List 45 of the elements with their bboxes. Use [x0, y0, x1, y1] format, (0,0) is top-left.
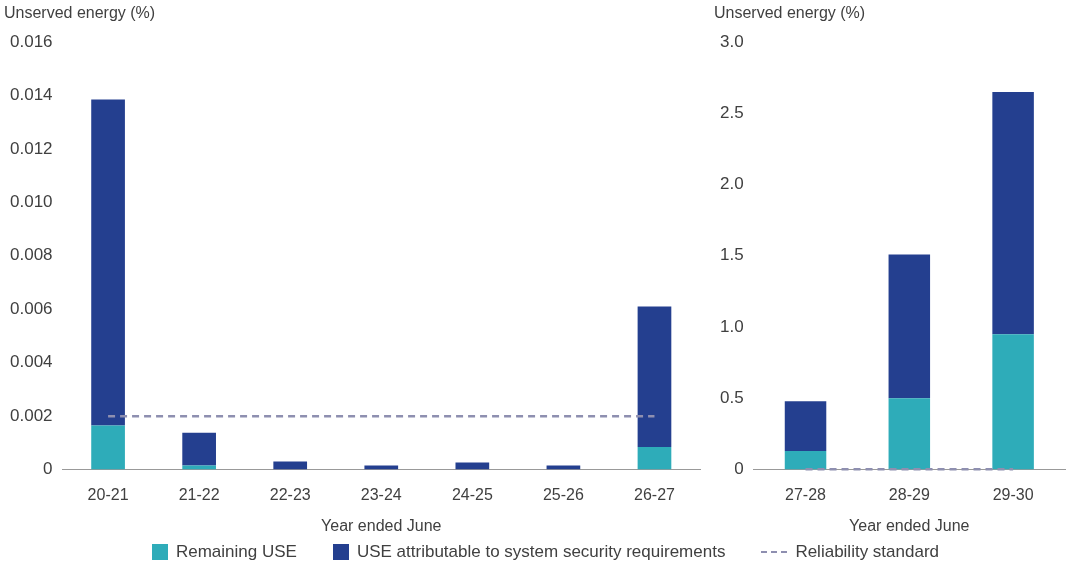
y-tick-label: 0: [43, 459, 53, 479]
y-tick-label: 0.016: [9, 31, 53, 51]
bar: [992, 334, 1034, 470]
x-tick-label: 25-26: [542, 485, 584, 503]
x-axis-title: Year ended June: [321, 516, 442, 534]
bar: [91, 425, 125, 470]
x-tick-label: 28-29: [888, 485, 930, 503]
x-tick-label: 21-22: [178, 485, 220, 503]
x-axis-title: Year ended June: [849, 516, 970, 534]
y-axis-title: Unserved energy (%): [4, 4, 156, 22]
y-tick-label: 0.002: [9, 405, 53, 425]
legend-label: Remaining USE: [175, 542, 297, 562]
legend-label: USE attributable to system security requirements: [356, 542, 726, 562]
x-tick-label: 27-28: [785, 485, 827, 503]
y-tick-label: 0.008: [9, 245, 53, 265]
x-tick-label: 29-30: [992, 485, 1034, 503]
x-tick-label: 26-27: [634, 485, 676, 503]
bar: [455, 462, 490, 470]
y-tick-label: 0.012: [9, 138, 53, 158]
bar: [637, 446, 672, 470]
y-tick-label: 2.5: [719, 102, 744, 122]
bar: [784, 401, 827, 452]
bar: [992, 91, 1034, 335]
y-axis-title: Unserved energy (%): [714, 4, 866, 22]
bar: [637, 306, 672, 447]
x-tick-label: 23-24: [360, 485, 402, 503]
y-tick-label: 2.0: [719, 174, 744, 194]
x-tick-label: 22-23: [269, 485, 311, 503]
y-tick-label: 0: [734, 459, 744, 479]
bar: [91, 99, 125, 426]
y-tick-label: 3.0: [719, 31, 744, 51]
x-tick-label: 24-25: [451, 485, 493, 503]
y-tick-label: 1.0: [719, 316, 744, 336]
bar: [888, 398, 931, 470]
bar: [182, 432, 216, 466]
legend-label: Reliability standard: [795, 542, 940, 562]
y-tick-label: 0.010: [9, 192, 53, 212]
y-tick-label: 0.004: [9, 352, 53, 372]
bar: [888, 254, 931, 399]
x-tick-label: 20-21: [87, 485, 129, 503]
y-tick-label: 1.5: [719, 245, 744, 265]
y-tick-label: 0.014: [9, 85, 53, 105]
y-tick-label: 0.006: [9, 298, 53, 318]
y-tick-label: 0.5: [719, 388, 744, 408]
bar: [784, 451, 827, 470]
